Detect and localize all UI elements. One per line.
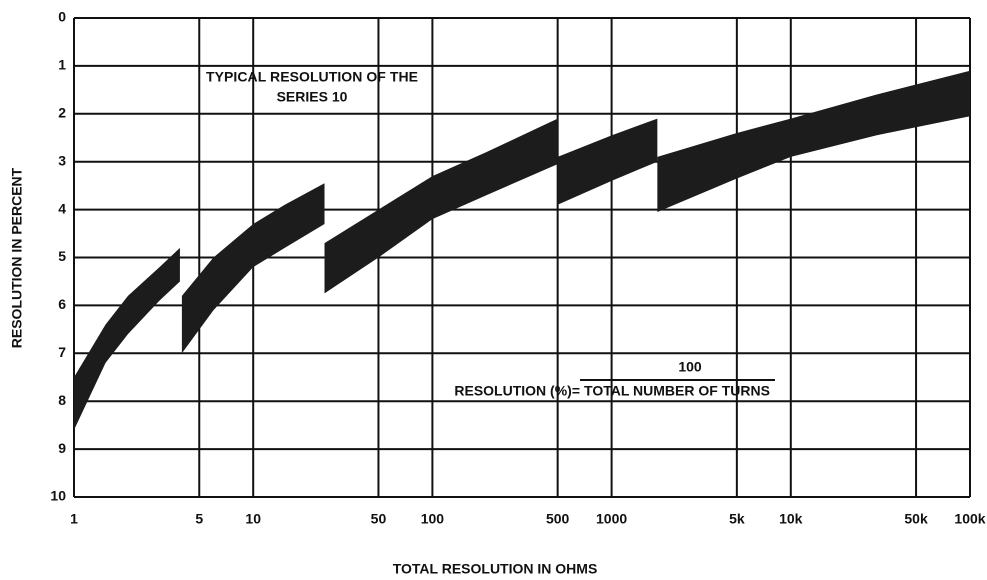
y-tick-label: 3 (58, 152, 66, 168)
y-tick-label: 10 (50, 488, 66, 504)
resolution-band (74, 247, 180, 430)
annotation: SERIES 10 (277, 89, 348, 105)
annotation: TYPICAL RESOLUTION OF THE (206, 69, 418, 85)
y-tick-label: 1 (58, 57, 66, 73)
y-tick-label: 4 (58, 200, 66, 216)
y-tick-label: 5 (58, 248, 66, 264)
y-tick-label: 6 (58, 296, 66, 312)
y-tick-label: 0 (58, 9, 66, 25)
resolution-band (324, 118, 558, 294)
x-tick-label: 50k (904, 511, 928, 527)
x-tick-label: 5 (195, 511, 203, 527)
y-tick-label: 9 (58, 440, 66, 456)
x-tick-label: 100 (421, 511, 445, 527)
resolution-band (181, 183, 325, 354)
formula-lhs: RESOLUTION (%)= (454, 383, 580, 399)
x-tick-label: 5k (729, 511, 745, 527)
x-tick-label: 10 (245, 511, 261, 527)
x-axis-label: TOTAL RESOLUTION IN OHMS (393, 561, 598, 577)
x-tick-label: 50 (371, 511, 387, 527)
y-axis-label: RESOLUTION IN PERCENT (9, 167, 25, 348)
x-tick-label: 500 (546, 511, 570, 527)
resolution-band (557, 118, 658, 205)
x-tick-label: 1000 (596, 511, 627, 527)
formula-denominator: TOTAL NUMBER OF TURNS (584, 383, 770, 399)
y-tick-label: 2 (58, 105, 66, 121)
formula-numerator: 100 (678, 359, 702, 375)
y-tick-label: 7 (58, 344, 66, 360)
y-tick-label: 8 (58, 392, 66, 408)
x-tick-label: 1 (70, 511, 78, 527)
resolution-band (657, 70, 970, 212)
x-tick-label: 10k (779, 511, 803, 527)
x-tick-label: 100k (954, 511, 985, 527)
